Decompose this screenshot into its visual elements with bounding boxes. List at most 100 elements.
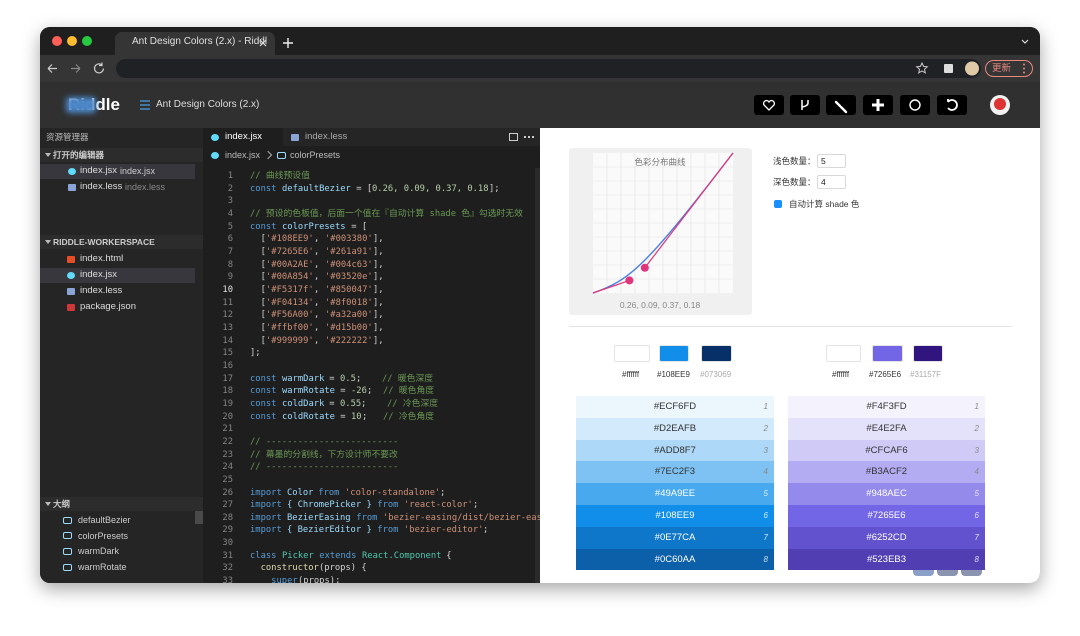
line-number: 11 [222,297,233,308]
color-row[interactable] [788,505,985,527]
code-token: // 曲线预设值 [250,171,310,181]
code-token: '#7265E6' [266,246,314,257]
code-token: , [314,297,325,308]
swatch[interactable] [614,345,650,362]
code-token: '#222222' [325,335,373,346]
curve-title: 色彩分布曲线 [634,157,686,167]
color-row[interactable] [576,439,774,462]
number-input[interactable] [817,175,846,189]
outline-item[interactable]: warmDark [78,546,120,557]
browser-tab[interactable] [115,32,275,55]
checkbox[interactable] [774,200,782,208]
editor-tab[interactable]: index.less [305,131,348,142]
scrollbar-thumb [195,511,203,524]
line-number: 10 [222,284,233,295]
code-token: 'color-standalone' [345,487,441,498]
explorer-title: 资源管理器 [46,132,89,142]
open-editor[interactable]: index.less [80,181,123,192]
line-number: 17 [222,373,233,384]
code-token: extends [314,550,362,561]
breadcrumb[interactable]: index.jsx [225,150,261,160]
code-token: ], [373,259,384,270]
color-hex: #ADD8F7 [654,444,696,456]
swatch[interactable] [826,345,861,362]
code-token: [ [250,246,266,257]
color-row[interactable] [576,396,774,418]
color-hex: #948AEC [866,488,907,500]
line-number: 26 [222,487,233,498]
setting-label: 深色数量： [773,177,816,187]
color-hex: #108EE9 [655,509,695,521]
outline-item[interactable]: warmRotate [78,562,127,573]
swatch[interactable] [913,345,943,362]
line-number: 3 [227,196,233,207]
handle-point[interactable] [640,263,649,272]
color-row[interactable] [576,417,774,440]
color-row[interactable] [788,461,985,484]
color-row[interactable] [576,548,774,571]
color-row[interactable] [576,461,774,484]
file[interactable]: index.less [80,285,123,296]
color-index: 6 [974,510,979,520]
color-row[interactable] [788,483,985,505]
code-token: [ [250,234,266,245]
color-hex: #7265E6 [867,509,906,521]
file[interactable]: package.json [80,301,136,312]
code-token: , [314,259,325,270]
line-number: 2 [227,183,233,194]
swatch[interactable] [659,345,689,362]
color-index: 5 [763,489,768,499]
editor-tab-bar [203,128,540,146]
code-token: ]; [250,348,261,359]
breadcrumb-chevron [263,150,273,160]
update-label[interactable]: 更新 [992,62,1012,74]
color-row[interactable] [788,417,985,440]
section-heading: 打开的编辑器 [53,150,105,160]
code-token: '#8f0018' [325,297,373,308]
color-hex: #6252CD [866,531,907,543]
editor-tab[interactable]: index.jsx [225,131,262,142]
file[interactable]: index.jsx [80,269,117,280]
handle-point[interactable] [625,276,634,285]
color-row[interactable] [788,548,985,571]
outline-item[interactable]: colorPresets [78,530,129,541]
color-row[interactable] [788,396,985,418]
line-number: 13 [222,322,233,333]
browser-window: 资源管理器 打开的编辑器 index.jsx index.jsx index.less i… [40,27,1040,583]
code-token: super [250,576,298,583]
code-token: colorPresets [282,221,346,232]
swatch-label: #ffffff [832,370,850,379]
code-token: from [313,487,345,498]
color-row[interactable] [576,526,774,549]
color-index: 3 [974,445,979,455]
color-hex: #E4E2FA [866,422,907,434]
breadcrumb[interactable]: colorPresets [290,150,341,160]
code-token: import [250,525,288,536]
swatch[interactable] [701,345,732,362]
address-bar[interactable] [116,59,981,78]
code-token: , [314,322,325,333]
color-row[interactable] [788,526,985,549]
file-icon [211,133,219,141]
code-token: , [314,335,325,346]
code-token: // 暖色深度 [382,373,434,384]
outline-item[interactable]: defaultBezier [78,515,131,525]
swatch[interactable] [872,345,903,362]
color-row[interactable] [576,505,774,527]
code-token: '#850047' [325,284,373,295]
code-token: (props) { [319,563,367,574]
file[interactable]: index.html [80,253,124,264]
color-row[interactable] [788,439,985,462]
code-token: 'react-color' [404,500,473,511]
update-button[interactable] [985,60,1033,77]
active-tab[interactable] [203,128,283,146]
setting-value: 5 [821,156,826,166]
open-editor[interactable]: index.jsx [80,165,117,176]
code-token: React.Component [362,550,442,561]
code-editor: index.jsx index.less index.jsx colorPresets… [203,128,540,583]
project-title: Ant Design Colors (2.x) [156,99,260,110]
file-icon [68,183,76,191]
color-row[interactable] [576,483,774,505]
line-number: 16 [222,360,233,371]
number-input[interactable] [817,154,846,168]
